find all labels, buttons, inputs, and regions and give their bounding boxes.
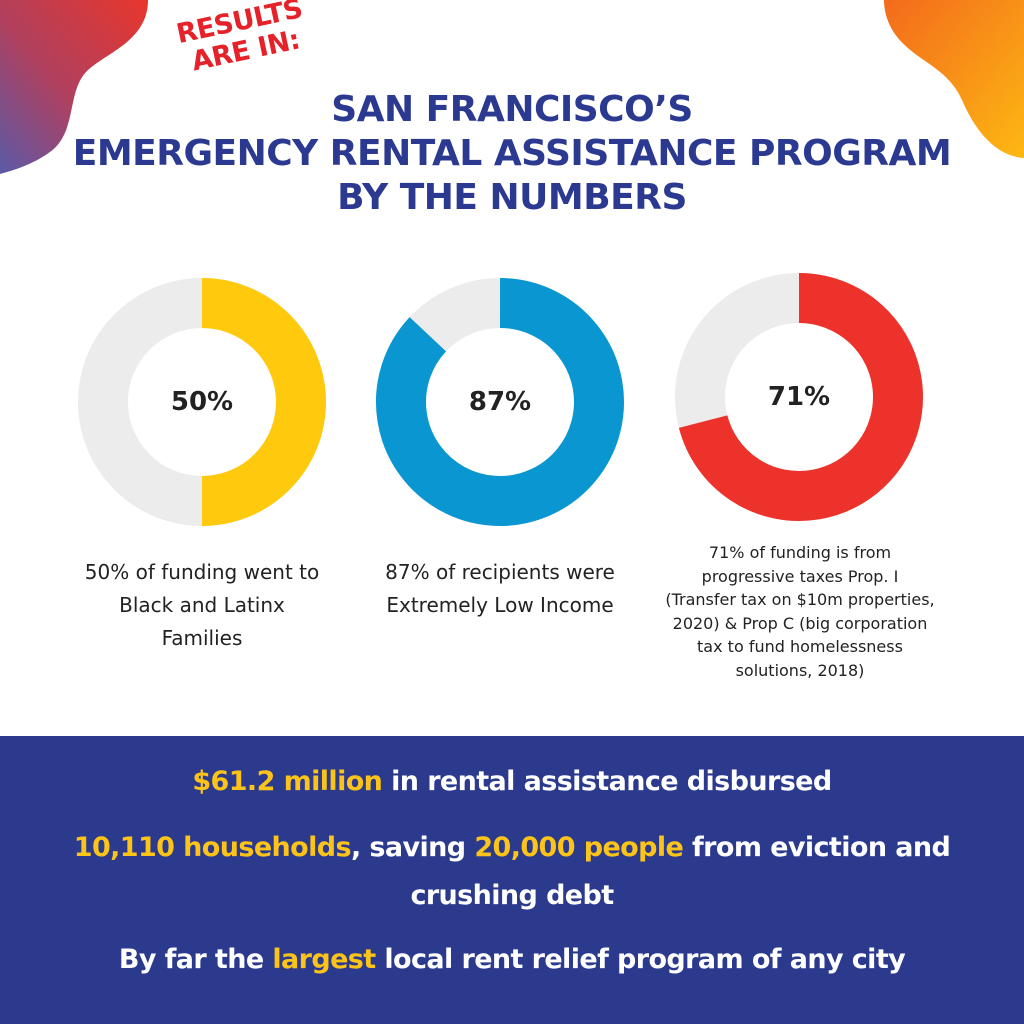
fact-text: , saving bbox=[350, 832, 475, 863]
donut-value-label: 71% bbox=[768, 382, 830, 412]
fact-crushing-debt: crushing debt bbox=[0, 880, 1024, 911]
caption-line: Families bbox=[161, 626, 243, 650]
fact-text: in rental assistance disbursed bbox=[382, 766, 832, 797]
fact-text: By far the bbox=[118, 944, 273, 975]
donut-chart-black-latinx-funding: 50% bbox=[78, 278, 326, 526]
fact-text: local rent relief program of any city bbox=[375, 944, 906, 975]
fact-funding-disbursed: $61.2 million in rental assistance disbu… bbox=[0, 766, 1024, 797]
title-line: SAN FRANCISCO’S bbox=[331, 89, 693, 130]
fact-highlight: 20,000 people bbox=[474, 832, 684, 863]
donut-chart-extremely-low-income: 87% bbox=[376, 278, 624, 526]
donut-value-arc bbox=[376, 278, 624, 526]
caption-line: solutions, 2018) bbox=[735, 660, 865, 680]
donut-value-arc bbox=[201, 278, 326, 526]
donut-chart-progressive-taxes: 71% bbox=[675, 273, 923, 521]
corner-blob-left bbox=[0, 0, 148, 174]
summary-panel bbox=[0, 736, 1024, 1024]
caption-line: Extremely Low Income bbox=[386, 593, 614, 617]
donut-value-label: 87% bbox=[469, 387, 531, 417]
caption-line: (Transfer tax on $10m properties, bbox=[665, 590, 935, 609]
donut-value-arc bbox=[678, 273, 923, 521]
caption-line: 50% of funding went to bbox=[84, 560, 320, 584]
title-line: BY THE NUMBERS bbox=[337, 177, 687, 218]
title-line: EMERGENCY RENTAL ASSISTANCE PROGRAM bbox=[72, 133, 952, 174]
caption-line: progressive taxes Prop. I bbox=[701, 566, 899, 586]
caption-line: 2020) & Prop C (big corporation bbox=[672, 613, 928, 633]
donut-value-label: 50% bbox=[171, 387, 233, 417]
fact-highlight: 10,110 households bbox=[73, 832, 352, 863]
caption-black-latinx-funding: 50% of funding went to Black and Latinx … bbox=[52, 556, 352, 655]
results-kicker: RESULTS ARE IN: bbox=[168, 0, 317, 81]
caption-line: Black and Latinx bbox=[119, 593, 285, 617]
caption-line: 87% of recipients were bbox=[385, 560, 615, 584]
caption-line: 71% of funding is from bbox=[708, 543, 892, 562]
fact-text: from eviction and bbox=[683, 832, 951, 863]
fact-highlight: $61.2 million bbox=[192, 766, 383, 797]
fact-households-saved: 10,110 households, saving 20,000 people … bbox=[0, 832, 1024, 863]
fact-text: crushing debt bbox=[410, 880, 614, 911]
caption-progressive-taxes: 71% of funding is from progressive taxes… bbox=[640, 541, 960, 682]
corner-blob-right bbox=[884, 0, 1024, 158]
page-title: SAN FRANCISCO’S EMERGENCY RENTAL ASSISTA… bbox=[0, 88, 1024, 220]
caption-extremely-low-income: 87% of recipients were Extremely Low Inc… bbox=[350, 556, 650, 622]
fact-largest-program: By far the largest local rent relief pro… bbox=[0, 944, 1024, 975]
fact-highlight: largest bbox=[272, 944, 376, 975]
caption-line: tax to fund homelessness bbox=[697, 637, 903, 656]
